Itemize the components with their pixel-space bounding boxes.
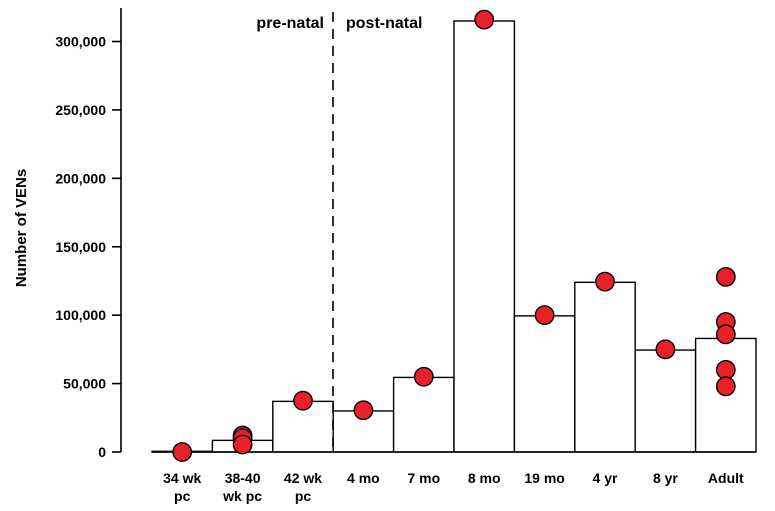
y-tick-label: 100,000 xyxy=(55,307,106,323)
data-point xyxy=(715,266,736,287)
x-tick-label: 8 mo xyxy=(468,470,501,486)
bar xyxy=(392,376,455,453)
y-tick-label: 250,000 xyxy=(55,102,106,118)
y-tick-label: 0 xyxy=(98,444,106,460)
data-point xyxy=(293,390,313,411)
bar xyxy=(574,281,636,453)
data-point xyxy=(655,339,676,360)
y-axis-label: Number of VENs xyxy=(13,169,30,287)
data-point xyxy=(353,400,374,421)
data-point xyxy=(595,271,615,292)
y-tick-label: 150,000 xyxy=(55,239,106,255)
bar xyxy=(634,349,697,453)
x-tick-label: 4 yr xyxy=(593,470,618,486)
data-point xyxy=(534,305,555,326)
y-tick-label: 50,000 xyxy=(63,376,106,392)
data-point xyxy=(413,366,434,387)
x-tick-label: 4 mo xyxy=(347,470,380,486)
x-tick-label: 8 yr xyxy=(653,470,678,486)
pre-natal-label: pre-natal xyxy=(256,15,324,32)
x-tick-label: pc xyxy=(295,488,312,504)
x-tick-label: wk pc xyxy=(222,488,262,504)
x-tick-label: pc xyxy=(174,488,191,504)
bar xyxy=(453,20,516,453)
data-point xyxy=(715,376,736,397)
data-point xyxy=(172,442,193,462)
x-ticks-layer: 34 wk pc 38-40 wk pc 42 wk pc 4 mo 7 mo 8 mo 19 m… xyxy=(163,470,744,504)
x-tick-label: Adult xyxy=(708,470,744,486)
axes-layer xyxy=(120,8,756,453)
points-layer xyxy=(172,9,736,462)
y-ticks-layer: 0 50,000 100,000 150,000 200,000 250,000 300,0… xyxy=(55,34,121,460)
post-natal-label: post-natal xyxy=(346,15,422,32)
x-tick-label: 19 mo xyxy=(524,470,564,486)
data-point xyxy=(232,434,253,455)
data-point xyxy=(715,360,736,380)
y-tick-label: 200,000 xyxy=(55,170,106,186)
bar xyxy=(513,315,576,453)
prenatal-postnatal-divider: pre-natal post-natal xyxy=(256,12,422,452)
x-tick-label: 38-40 xyxy=(225,470,261,486)
x-tick-label: 34 wk xyxy=(163,470,201,486)
bars-layer xyxy=(151,20,757,453)
y-tick-label: 300,000 xyxy=(55,34,106,50)
x-tick-label: 42 wk xyxy=(284,470,322,486)
data-point xyxy=(715,324,736,345)
data-point xyxy=(474,9,495,30)
x-tick-label: 7 mo xyxy=(407,470,440,486)
